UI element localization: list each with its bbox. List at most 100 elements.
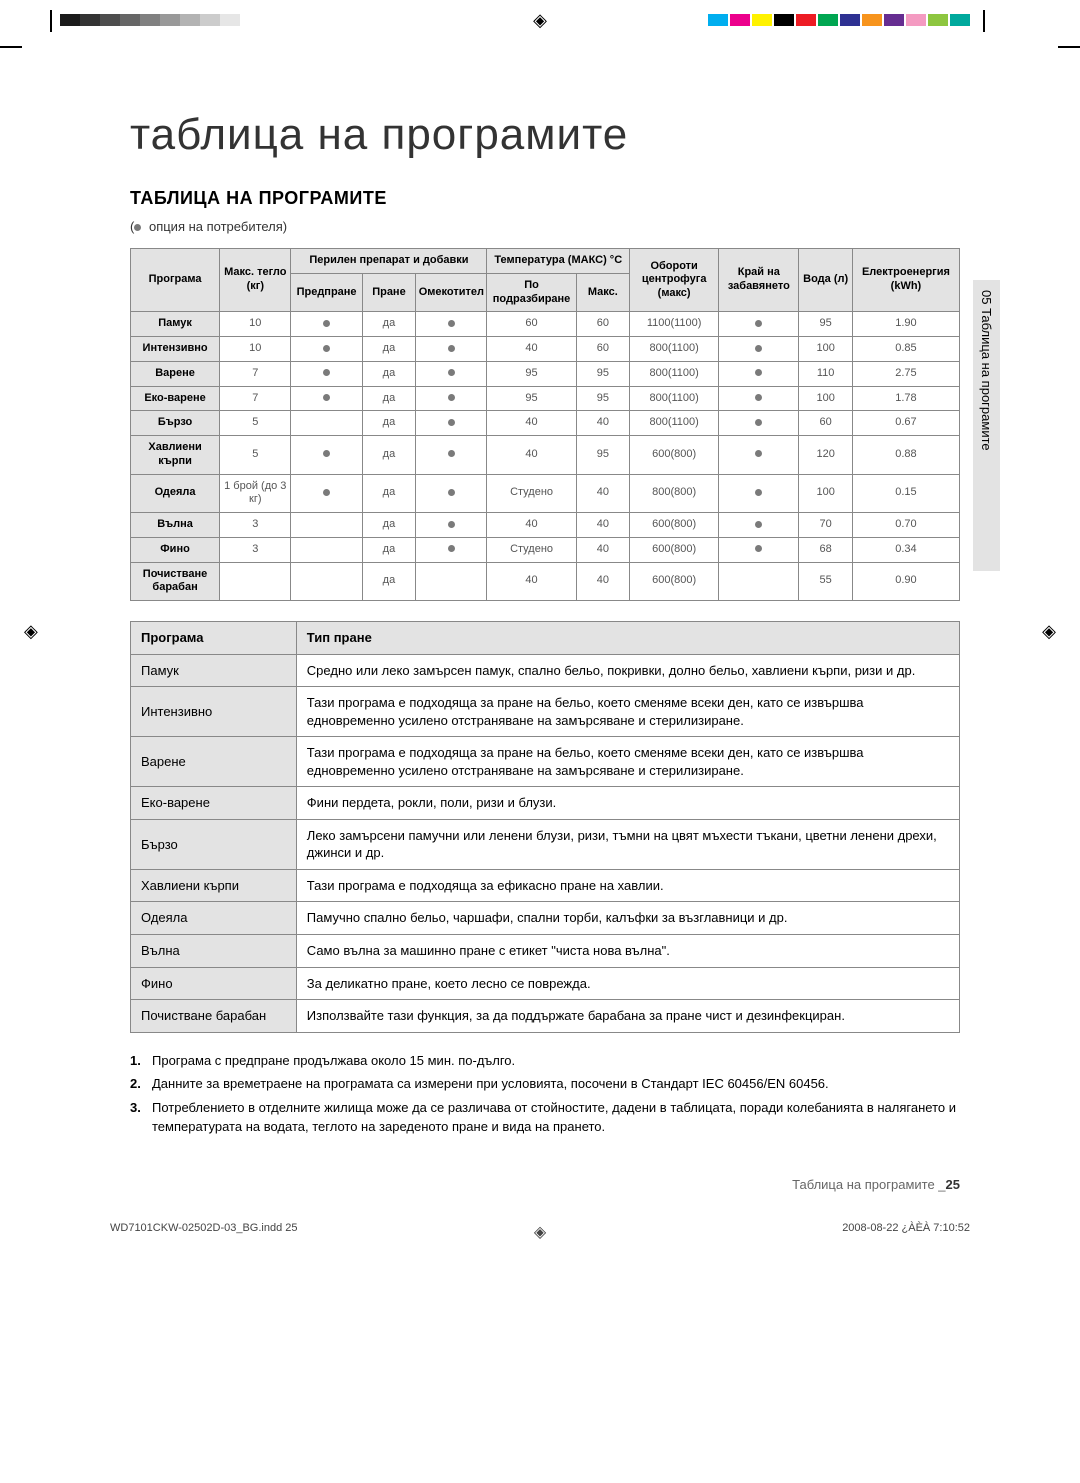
- note-item: 3.Потреблението в отделните жилища може …: [130, 1098, 960, 1137]
- table-row: Хавлиени кърпиТази програма е подходяща …: [131, 869, 960, 902]
- program-name-cell: Памук: [131, 654, 297, 687]
- table-row: Почистване барабанда4040600(800)550.90: [131, 562, 960, 601]
- table-row: Бързо5да4040800(1100)600.67: [131, 411, 960, 436]
- th-energy: Електроенергия (kWh): [852, 249, 959, 312]
- program-name-cell: Фино: [131, 537, 220, 562]
- option-dot-icon: [755, 320, 762, 327]
- program-desc-cell: Памучно спално бельо, чаршафи, спални то…: [296, 902, 959, 935]
- section-title: ТАБЛИЦА НА ПРОГРАМИТЕ: [130, 188, 960, 209]
- page-number: Таблица на програмите _25: [130, 1177, 960, 1192]
- table-row: Фино3даСтудено40600(800)680.34: [131, 537, 960, 562]
- notes-list: 1.Програма с предпране продължава около …: [130, 1051, 960, 1137]
- program-desc-cell: Тази програма е подходяща за пране на бе…: [296, 687, 959, 737]
- note-item: 1.Програма с предпране продължава около …: [130, 1051, 960, 1071]
- th-wash: Пране: [362, 273, 415, 312]
- option-dot-icon: [323, 450, 330, 457]
- program-desc-cell: Само вълна за машинно пране с етикет "чи…: [296, 935, 959, 968]
- user-option-note: ( опция на потребителя): [130, 219, 960, 234]
- program-name-cell: Интензивно: [131, 687, 297, 737]
- program-name-cell: Почистване барабан: [131, 1000, 297, 1033]
- table-row: Одеяла1 брой (до 3 кг)даСтудено40800(800…: [131, 474, 960, 513]
- program-desc-cell: Леко замърсени памучни или ленени блузи,…: [296, 819, 959, 869]
- program-name-cell: Интензивно: [131, 337, 220, 362]
- program-name-cell: Варене: [131, 737, 297, 787]
- option-dot-icon: [448, 450, 455, 457]
- table-row: Памук10да60601100(1100)951.90: [131, 312, 960, 337]
- option-dot-icon: [323, 369, 330, 376]
- table-row: ФиноЗа деликатно пране, което лесно се п…: [131, 967, 960, 1000]
- program-desc-cell: Средно или леко замърсен памук, спално б…: [296, 654, 959, 687]
- th-weight: Макс. тегло (кг): [220, 249, 291, 312]
- program-name-cell: Вълна: [131, 935, 297, 968]
- table-row: ОдеялаПамучно спално бельо, чаршафи, спа…: [131, 902, 960, 935]
- th-delay: Край на забавянето: [719, 249, 799, 312]
- th-type: Тип пране: [296, 622, 959, 655]
- program-name-cell: Еко-варене: [131, 386, 220, 411]
- program-name-cell: Памук: [131, 312, 220, 337]
- description-table: Програма Тип пране ПамукСредно или леко …: [130, 621, 960, 1033]
- table-row: Варене7да9595800(1100)1102.75: [131, 361, 960, 386]
- option-dot-icon: [755, 489, 762, 496]
- option-dot-icon: [448, 345, 455, 352]
- table-row: ИнтензивноТази програма е подходяща за п…: [131, 687, 960, 737]
- table-row: ВълнаСамо вълна за машинно пране с етике…: [131, 935, 960, 968]
- program-name-cell: Почистване барабан: [131, 562, 220, 601]
- table-row: Вълна3да4040600(800)700.70: [131, 513, 960, 538]
- program-name-cell: Еко-варене: [131, 787, 297, 820]
- option-dot-icon: [323, 345, 330, 352]
- option-dot-icon: [755, 369, 762, 376]
- th-water: Вода (л): [799, 249, 852, 312]
- option-dot-icon: [448, 419, 455, 426]
- program-desc-cell: Фини пердета, рокли, поли, ризи и блузи.: [296, 787, 959, 820]
- table-row: Почистване барабанИзползвайте тази функц…: [131, 1000, 960, 1033]
- program-desc-cell: За деликатно пране, което лесно се повре…: [296, 967, 959, 1000]
- table-row: Интензивно10да4060800(1100)1000.85: [131, 337, 960, 362]
- th-program2: Програма: [131, 622, 297, 655]
- option-dot-icon: [448, 521, 455, 528]
- program-name-cell: Варене: [131, 361, 220, 386]
- program-name-cell: Одеяла: [131, 474, 220, 513]
- option-dot-icon: [755, 521, 762, 528]
- option-dot-icon: [448, 489, 455, 496]
- th-prewash: Предпране: [291, 273, 362, 312]
- option-dot-icon: [323, 489, 330, 496]
- option-dot-icon: [448, 320, 455, 327]
- program-name-cell: Хавлиени кърпи: [131, 869, 297, 902]
- program-name-cell: Одеяла: [131, 902, 297, 935]
- note-item: 2.Данните за времетраене на програмата с…: [130, 1074, 960, 1094]
- option-dot-icon: [323, 320, 330, 327]
- program-desc-cell: Тази програма е подходяща за ефикасно пр…: [296, 869, 959, 902]
- option-dot-icon: [448, 545, 455, 552]
- th-detergent: Перилен препарат и добавки: [291, 249, 487, 274]
- program-name-cell: Хавлиени кърпи: [131, 436, 220, 475]
- program-desc-cell: Тази програма е подходяща за пране на бе…: [296, 737, 959, 787]
- table-row: ВаренеТази програма е подходяща за пране…: [131, 737, 960, 787]
- option-dot-icon: [448, 394, 455, 401]
- th-max: Макс.: [576, 273, 629, 312]
- program-table: Програма Макс. тегло (кг) Перилен препар…: [130, 248, 960, 601]
- table-row: Еко-варенеФини пердета, рокли, поли, риз…: [131, 787, 960, 820]
- program-name-cell: Фино: [131, 967, 297, 1000]
- program-name-cell: Бързо: [131, 411, 220, 436]
- table-row: ПамукСредно или леко замърсен памук, спа…: [131, 654, 960, 687]
- dot-icon: [134, 224, 141, 231]
- option-dot-icon: [755, 345, 762, 352]
- option-dot-icon: [323, 394, 330, 401]
- table-row: БързоЛеко замърсени памучни или ленени б…: [131, 819, 960, 869]
- option-dot-icon: [755, 545, 762, 552]
- program-name-cell: Бързо: [131, 819, 297, 869]
- page-title: таблица на програмите: [130, 110, 960, 160]
- option-dot-icon: [755, 419, 762, 426]
- th-program: Програма: [131, 249, 220, 312]
- option-dot-icon: [755, 394, 762, 401]
- th-softener: Омекотител: [416, 273, 487, 312]
- option-dot-icon: [755, 450, 762, 457]
- table-row: Хавлиени кърпи5да4095600(800)1200.88: [131, 436, 960, 475]
- program-desc-cell: Използвайте тази функция, за да поддържа…: [296, 1000, 959, 1033]
- program-name-cell: Вълна: [131, 513, 220, 538]
- th-spin: Обороти центрофуга (макс): [630, 249, 719, 312]
- option-dot-icon: [448, 369, 455, 376]
- th-default: По подразбиране: [487, 273, 576, 312]
- th-temp: Температура (МАКС) °C: [487, 249, 630, 274]
- table-row: Еко-варене7да9595800(1100)1001.78: [131, 386, 960, 411]
